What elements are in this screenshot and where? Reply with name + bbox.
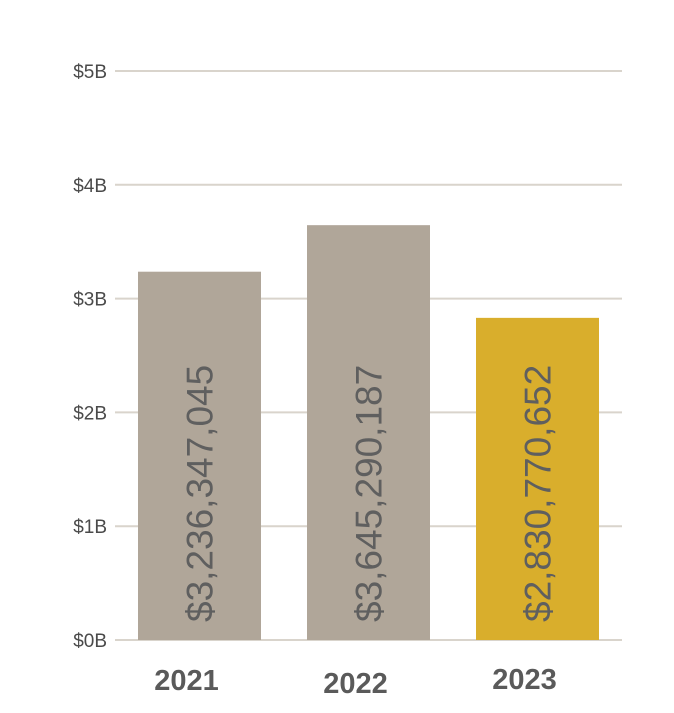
bar-2022 <box>307 225 430 641</box>
y-tick-label: $1B <box>73 517 107 538</box>
bar-value-label: $2,830,770,652 <box>518 365 559 622</box>
y-tick-label: $0B <box>73 631 107 652</box>
bar-value-label: $3,645,290,187 <box>349 365 390 622</box>
x-category-label: 2022 <box>323 668 388 700</box>
y-tick-label: $5B <box>73 62 107 83</box>
bar-value-label: $3,236,347,045 <box>180 365 221 622</box>
bar-value-labels: $3,236,347,045 $3,645,290,187 $2,830,770,6… <box>180 365 559 622</box>
x-axis-category-labels: 2021 2022 2023 <box>154 664 557 700</box>
y-tick-label: $3B <box>73 290 107 311</box>
x-category-label: 2023 <box>492 664 557 696</box>
bar-2023 <box>476 317 599 640</box>
bar-2021 <box>138 271 261 640</box>
y-tick-label: $4B <box>73 176 107 197</box>
y-tick-label: $2B <box>73 403 107 424</box>
x-category-label: 2021 <box>154 665 219 697</box>
y-axis-tick-labels: $0B $1B $2B $3B $4B $5B <box>73 62 107 652</box>
bars <box>138 225 599 641</box>
